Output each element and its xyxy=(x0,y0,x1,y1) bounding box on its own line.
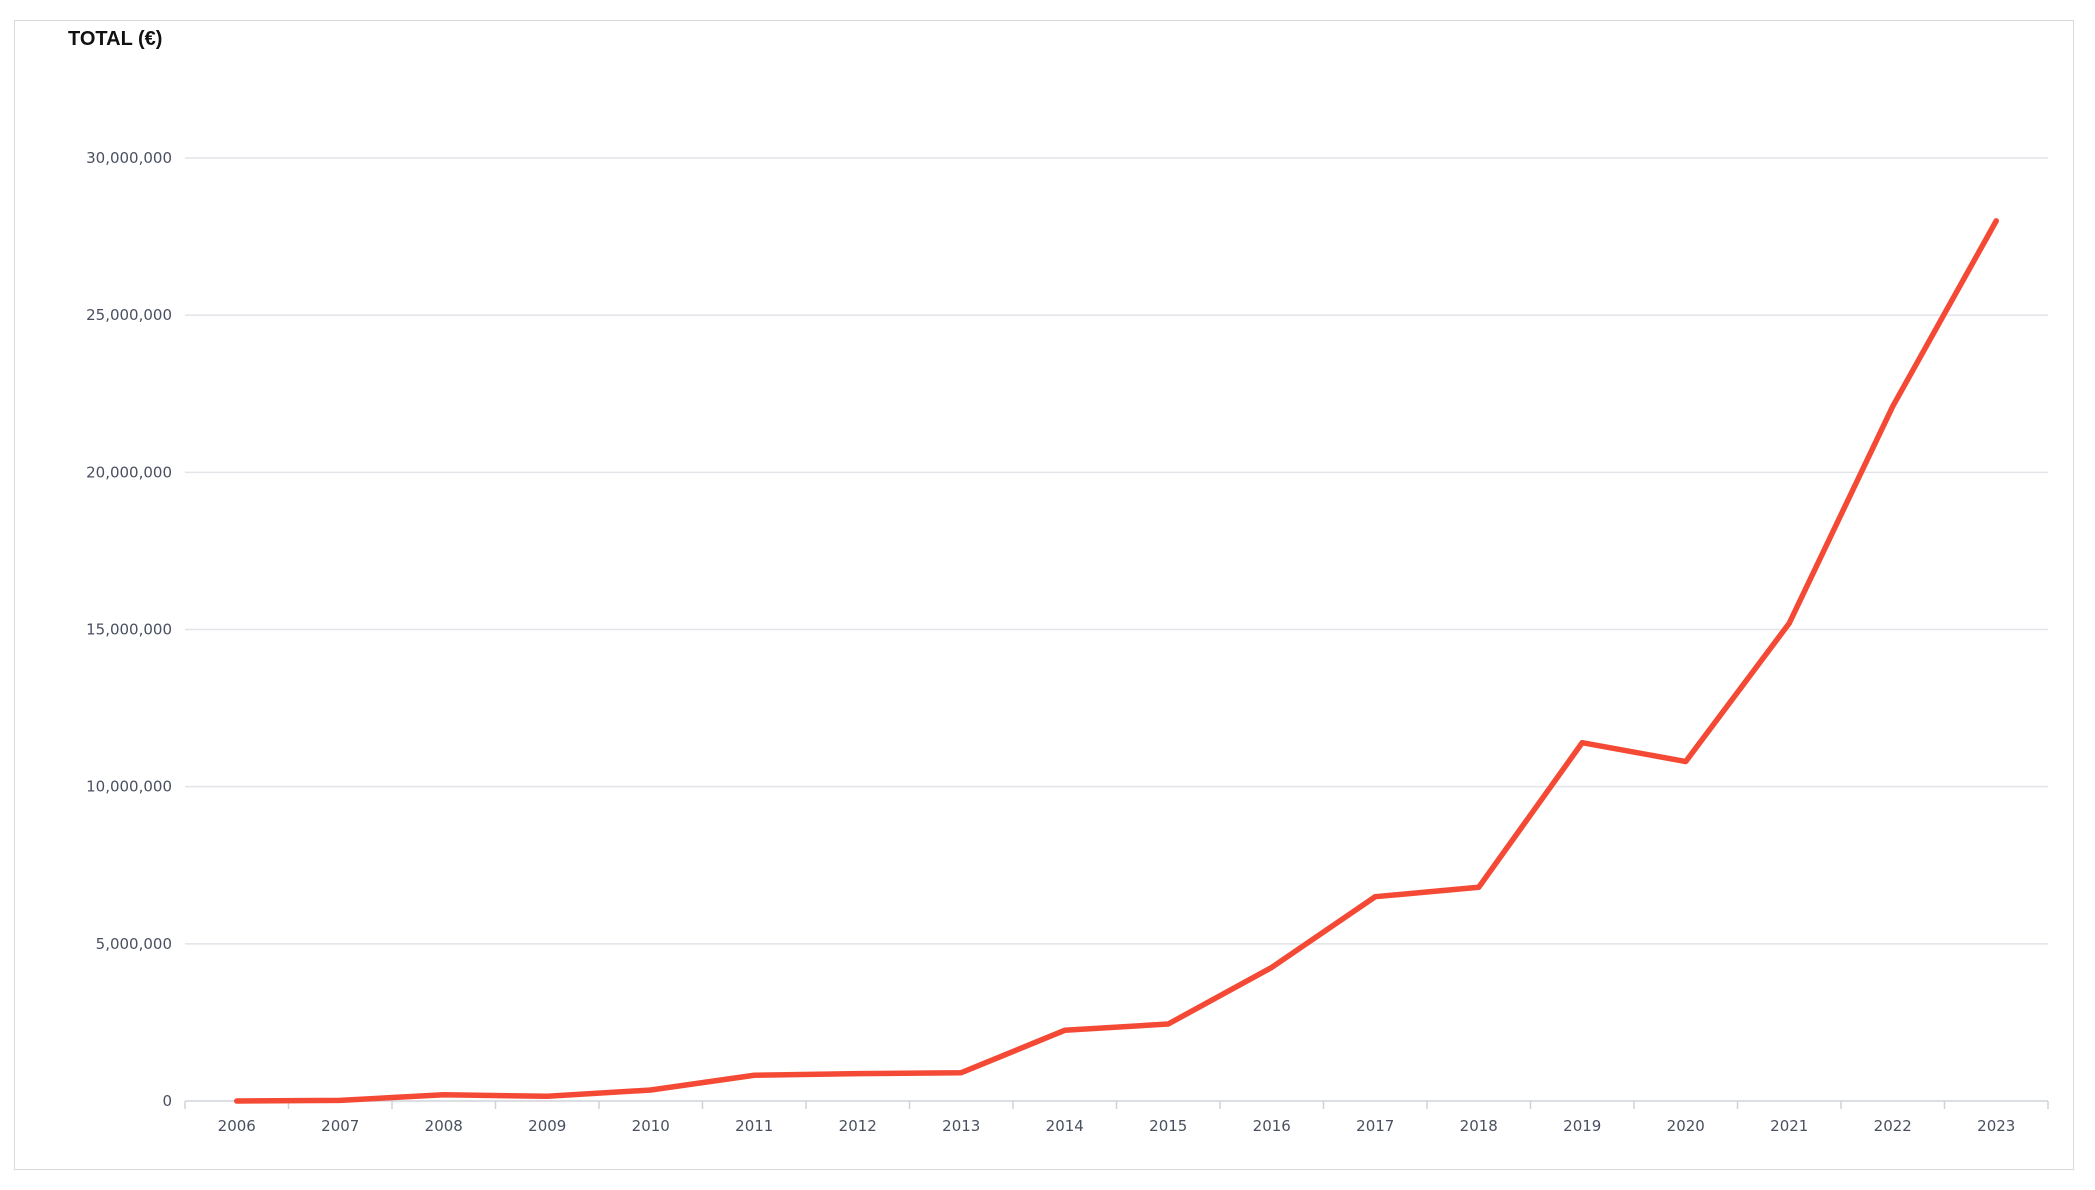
x-tick-label: 2014 xyxy=(1046,1117,1084,1135)
y-tick-label: 0 xyxy=(162,1092,172,1110)
data-point xyxy=(855,1071,861,1077)
data-point xyxy=(958,1070,964,1076)
y-tick-label: 30,000,000 xyxy=(86,149,172,167)
data-point xyxy=(1476,884,1482,890)
data-point xyxy=(441,1092,447,1098)
x-tick-label: 2016 xyxy=(1253,1117,1291,1135)
x-tick-label: 2015 xyxy=(1149,1117,1187,1135)
x-tick-label: 2011 xyxy=(735,1117,773,1135)
data-point xyxy=(234,1098,240,1104)
x-tick-label: 2012 xyxy=(839,1117,877,1135)
x-tick-label: 2020 xyxy=(1667,1117,1705,1135)
data-point xyxy=(1683,759,1689,765)
data-point xyxy=(337,1097,343,1103)
gridlines xyxy=(185,157,2048,945)
data-point xyxy=(1890,403,1896,409)
x-tick-label: 2010 xyxy=(632,1117,670,1135)
x-tick-label: 2006 xyxy=(218,1117,256,1135)
data-point xyxy=(1269,964,1275,970)
x-tick-label: 2013 xyxy=(942,1117,980,1135)
x-axis-tick-labels: 2006 2007 2008 2009 2010 2011 2012 2013 2014 2015… xyxy=(218,1117,2016,1135)
data-point xyxy=(1786,620,1792,626)
data-point xyxy=(1165,1021,1171,1027)
chart-title: TOTAL (€) xyxy=(68,28,163,50)
data-point xyxy=(648,1087,654,1093)
data-point xyxy=(1579,740,1585,746)
data-point xyxy=(1372,894,1378,900)
y-tick-label: 10,000,000 xyxy=(86,778,172,796)
chart-frame xyxy=(14,20,2074,1170)
y-axis-tick-labels: 0 5,000,000 10,000,000 15,000,000 20,000,000… xyxy=(86,149,172,1110)
x-tick-label: 2019 xyxy=(1563,1117,1601,1135)
x-axis xyxy=(184,1100,2049,1109)
x-tick-label: 2021 xyxy=(1770,1117,1808,1135)
x-tick-label: 2008 xyxy=(425,1117,463,1135)
x-tick-label: 2007 xyxy=(321,1117,359,1135)
data-point xyxy=(1062,1027,1068,1033)
x-tick-label: 2009 xyxy=(528,1117,566,1135)
y-tick-label: 5,000,000 xyxy=(96,935,172,953)
y-tick-label: 25,000,000 xyxy=(86,306,172,324)
data-point xyxy=(544,1093,550,1099)
series-line xyxy=(234,218,1999,1104)
data-point xyxy=(1993,218,1999,224)
data-point xyxy=(751,1072,757,1078)
y-tick-label: 20,000,000 xyxy=(86,463,172,481)
series-group xyxy=(234,218,1999,1104)
x-tick-label: 2018 xyxy=(1460,1117,1498,1135)
y-tick-label: 15,000,000 xyxy=(86,621,172,639)
x-tick-label: 2023 xyxy=(1977,1117,2015,1135)
x-tick-label: 2022 xyxy=(1874,1117,1912,1135)
x-tick-label: 2017 xyxy=(1356,1117,1394,1135)
